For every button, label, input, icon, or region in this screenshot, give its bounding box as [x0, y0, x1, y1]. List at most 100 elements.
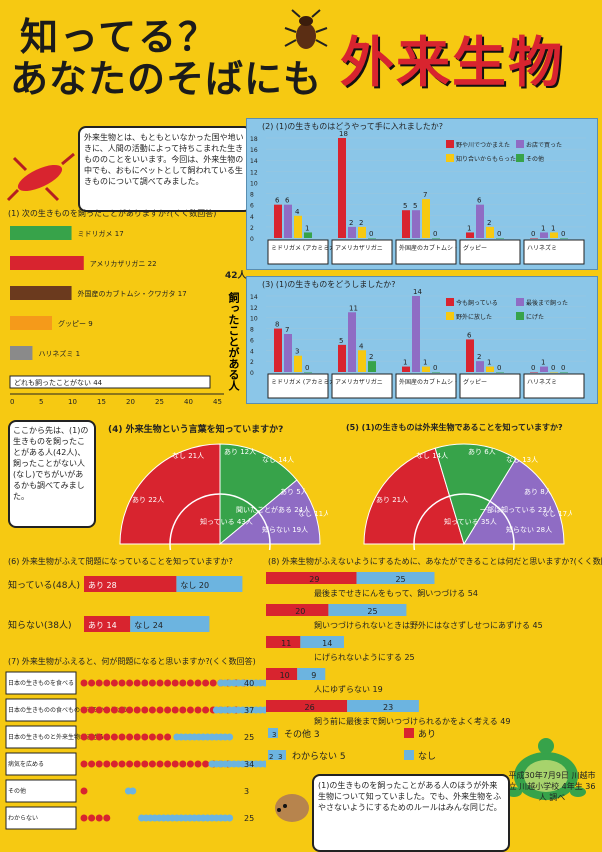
bar	[412, 210, 420, 238]
q7-dot-nashi	[226, 815, 233, 822]
q8-ari-value: 29	[309, 575, 319, 584]
q1-bar	[10, 316, 52, 330]
y-tick-label: 0	[250, 236, 254, 243]
semi-label: あり 6人	[468, 448, 496, 456]
q7-dot-ari	[164, 680, 171, 687]
q6-nashi-label: なし 20	[180, 581, 209, 590]
bar	[476, 205, 484, 238]
q1-tick-label: 15	[97, 398, 106, 406]
q7-dot-ari	[164, 734, 171, 741]
semi-label: 知っている 35人	[444, 517, 497, 526]
q7-dot-nashi	[226, 734, 233, 741]
q7-dot-ari	[134, 680, 141, 687]
q8-item-label: 人にゆずらない 19	[314, 684, 383, 694]
data-label: 0	[551, 364, 555, 372]
bar	[304, 232, 312, 238]
group-label: アメリカザリガニ	[335, 244, 383, 252]
q7-dot-ari	[149, 734, 156, 741]
semi-label: なし 13人	[506, 456, 538, 464]
legend-swatch	[516, 312, 524, 320]
q5-chart: あり 21人なし 14人あり 6人なし 13人知っている 35人一部は知っている…	[356, 432, 572, 550]
q1-bar	[10, 256, 84, 270]
semi-label: あり 8人	[524, 488, 552, 496]
data-label: 0	[497, 230, 501, 238]
q7-row-label: 病気を広める	[8, 760, 44, 768]
q7-dot-ari	[172, 761, 179, 768]
hedgehog-icon	[270, 782, 314, 826]
bar	[550, 372, 558, 373]
q1-none-label: どれも飼ったことがない 44	[14, 378, 103, 387]
data-label: 1	[305, 224, 309, 232]
q7-dot-ari	[111, 707, 118, 714]
group-label-box	[332, 374, 392, 398]
y-tick-label: 12	[250, 169, 258, 176]
data-label: 1	[541, 359, 545, 367]
q7-dot-ari	[149, 707, 156, 714]
q8-nashi-value: 14	[322, 639, 332, 648]
q7-total: 37	[244, 706, 254, 715]
q7-dot-ari	[88, 761, 95, 768]
q7-total: 34	[244, 760, 254, 769]
data-label: 2	[487, 219, 491, 227]
semi-slice	[120, 444, 220, 544]
bar	[304, 372, 312, 373]
bar	[560, 238, 568, 239]
y-tick-label: 8	[250, 327, 254, 334]
bar	[540, 367, 548, 372]
data-label: 1	[541, 224, 545, 232]
q7-dot-ari	[195, 707, 202, 714]
crayfish-icon	[6, 150, 76, 205]
data-label: 2	[359, 219, 363, 227]
note-text: ここから先は、(1)の生きものを飼ったことがある人(42人)、飼ったことがない人…	[13, 425, 91, 502]
data-label: 4	[295, 208, 300, 216]
q7-dot-ari	[134, 707, 141, 714]
q7-dot-ari	[172, 707, 179, 714]
q4-chart: あり 22人なし 21人あり 12人なし 14人知っている 43人聞いたことがあ…	[112, 432, 328, 550]
bar	[422, 199, 430, 238]
q8-ari-value: 20	[295, 607, 305, 616]
q1-bar	[10, 226, 72, 240]
q7-dot-ari	[134, 761, 141, 768]
q7-dot-ari	[96, 734, 103, 741]
q7-dot-ari	[141, 734, 148, 741]
semi-label: あり 22人	[132, 496, 164, 504]
q7-dot-ari	[195, 761, 202, 768]
bar	[530, 238, 538, 239]
q7-dot-ari	[103, 734, 110, 741]
q8-other-label: その他 3	[284, 728, 320, 740]
semi-label: 知らない 28人	[506, 525, 552, 534]
y-tick-label: 2	[250, 225, 254, 232]
q7-dot-ari	[81, 815, 88, 822]
data-label: 6	[477, 197, 482, 205]
bar	[530, 372, 538, 373]
data-label: 5	[339, 337, 343, 345]
q8-unknown-label: わからない 5	[292, 751, 346, 762]
data-label: 0	[433, 364, 437, 372]
q7-dot-ari	[111, 761, 118, 768]
group-label-box	[524, 374, 584, 398]
q7-dot-ari	[157, 680, 164, 687]
q7-row-label: その他	[8, 787, 26, 795]
legend-label: にげた	[526, 313, 544, 321]
q7-dot-ari	[164, 707, 171, 714]
y-tick-label: 10	[250, 316, 258, 323]
bar	[486, 227, 494, 238]
q7-dot-ari	[202, 761, 209, 768]
q1-bar-label: ハリネズミ 1	[38, 349, 80, 358]
q6-nashi-label: なし 24	[134, 621, 163, 630]
data-label: 2	[369, 353, 373, 361]
q7-dot-ari	[164, 761, 171, 768]
q1-bar-label: アメリカザリガニ 22	[90, 259, 157, 268]
q7-dot-ari	[134, 734, 141, 741]
q8-item-label: にげられないようにする 25	[314, 653, 415, 662]
semi-label: あり 12人	[224, 448, 256, 456]
q7-dot-ari	[103, 761, 110, 768]
bar	[466, 232, 474, 238]
legend-label: 知り合いからもらった	[456, 155, 516, 163]
q6-row-label: 知らない(38人)	[8, 619, 71, 631]
q7-dot-ari	[96, 761, 103, 768]
semi-label: なし 14人	[262, 456, 294, 464]
data-label: 2	[349, 219, 353, 227]
